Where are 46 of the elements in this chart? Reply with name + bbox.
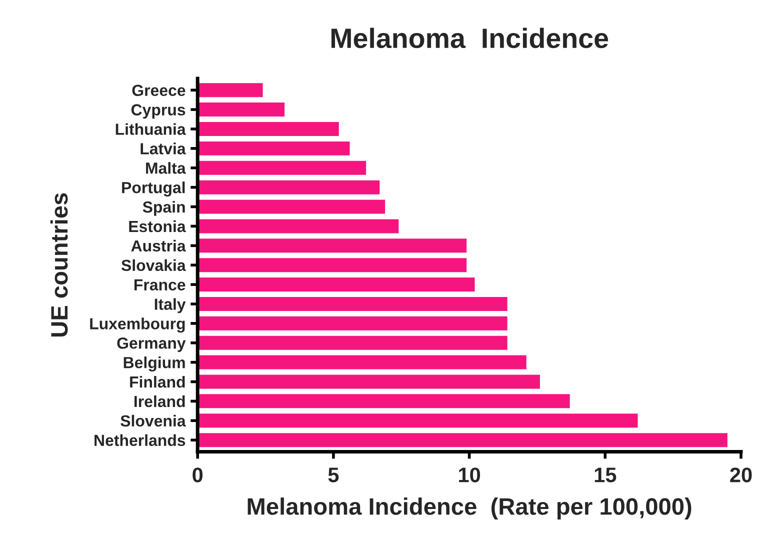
bar	[198, 296, 508, 311]
y-tick-label: France	[134, 279, 186, 290]
bar	[198, 433, 728, 448]
y-tick-label: Finland	[130, 376, 185, 388]
y-tick-label: Latvia	[140, 142, 186, 154]
x-tick-label: 10	[459, 468, 480, 482]
y-tick-label: Ireland	[134, 395, 185, 408]
bar	[198, 394, 570, 408]
bar	[198, 336, 508, 350]
y-tick-label: Austria	[131, 240, 186, 252]
x-tick-label: 0	[192, 468, 203, 482]
y-tick-label: Estonia	[129, 220, 186, 232]
y-tick-label: Slovenia	[120, 414, 186, 427]
bar	[198, 414, 638, 428]
bar	[198, 355, 526, 370]
y-tick-label: Portugal	[122, 182, 185, 196]
x-tick-label: 5	[328, 468, 339, 482]
y-axis-title: UE countries	[50, 193, 68, 336]
bar	[198, 374, 540, 389]
y-tick-label: Slovakia	[121, 259, 186, 272]
bar	[198, 219, 399, 234]
bar	[198, 102, 285, 117]
bar	[198, 122, 339, 136]
y-tick-label: Cyprus	[131, 104, 186, 119]
bar	[198, 83, 263, 98]
bar	[198, 200, 386, 214]
y-tick-label: Belgium	[124, 356, 185, 372]
bar	[198, 160, 366, 175]
y-tick-label: Germany	[117, 337, 186, 352]
y-tick-label: Malta	[146, 162, 186, 174]
y-tick-label: Greece	[132, 84, 186, 96]
y-tick-label: Luxembourg	[90, 318, 185, 333]
bar	[198, 238, 467, 253]
bar	[198, 278, 475, 292]
bar	[198, 141, 350, 156]
x-tick-label: 20	[730, 468, 752, 482]
y-tick-label: Lithuania	[116, 123, 186, 135]
y-tick-label: Spain	[142, 200, 185, 216]
y-tick-label: Italy	[154, 298, 186, 314]
bar	[198, 316, 508, 330]
bar	[198, 180, 380, 194]
chart-title: Melanoma Incidence	[331, 28, 608, 48]
y-tick-label: Netherlands	[94, 434, 186, 446]
bar	[198, 258, 467, 272]
x-tick-label: 15	[594, 468, 616, 482]
x-axis-title: Melanoma Incidence (Rate per 100,000)	[248, 498, 692, 520]
